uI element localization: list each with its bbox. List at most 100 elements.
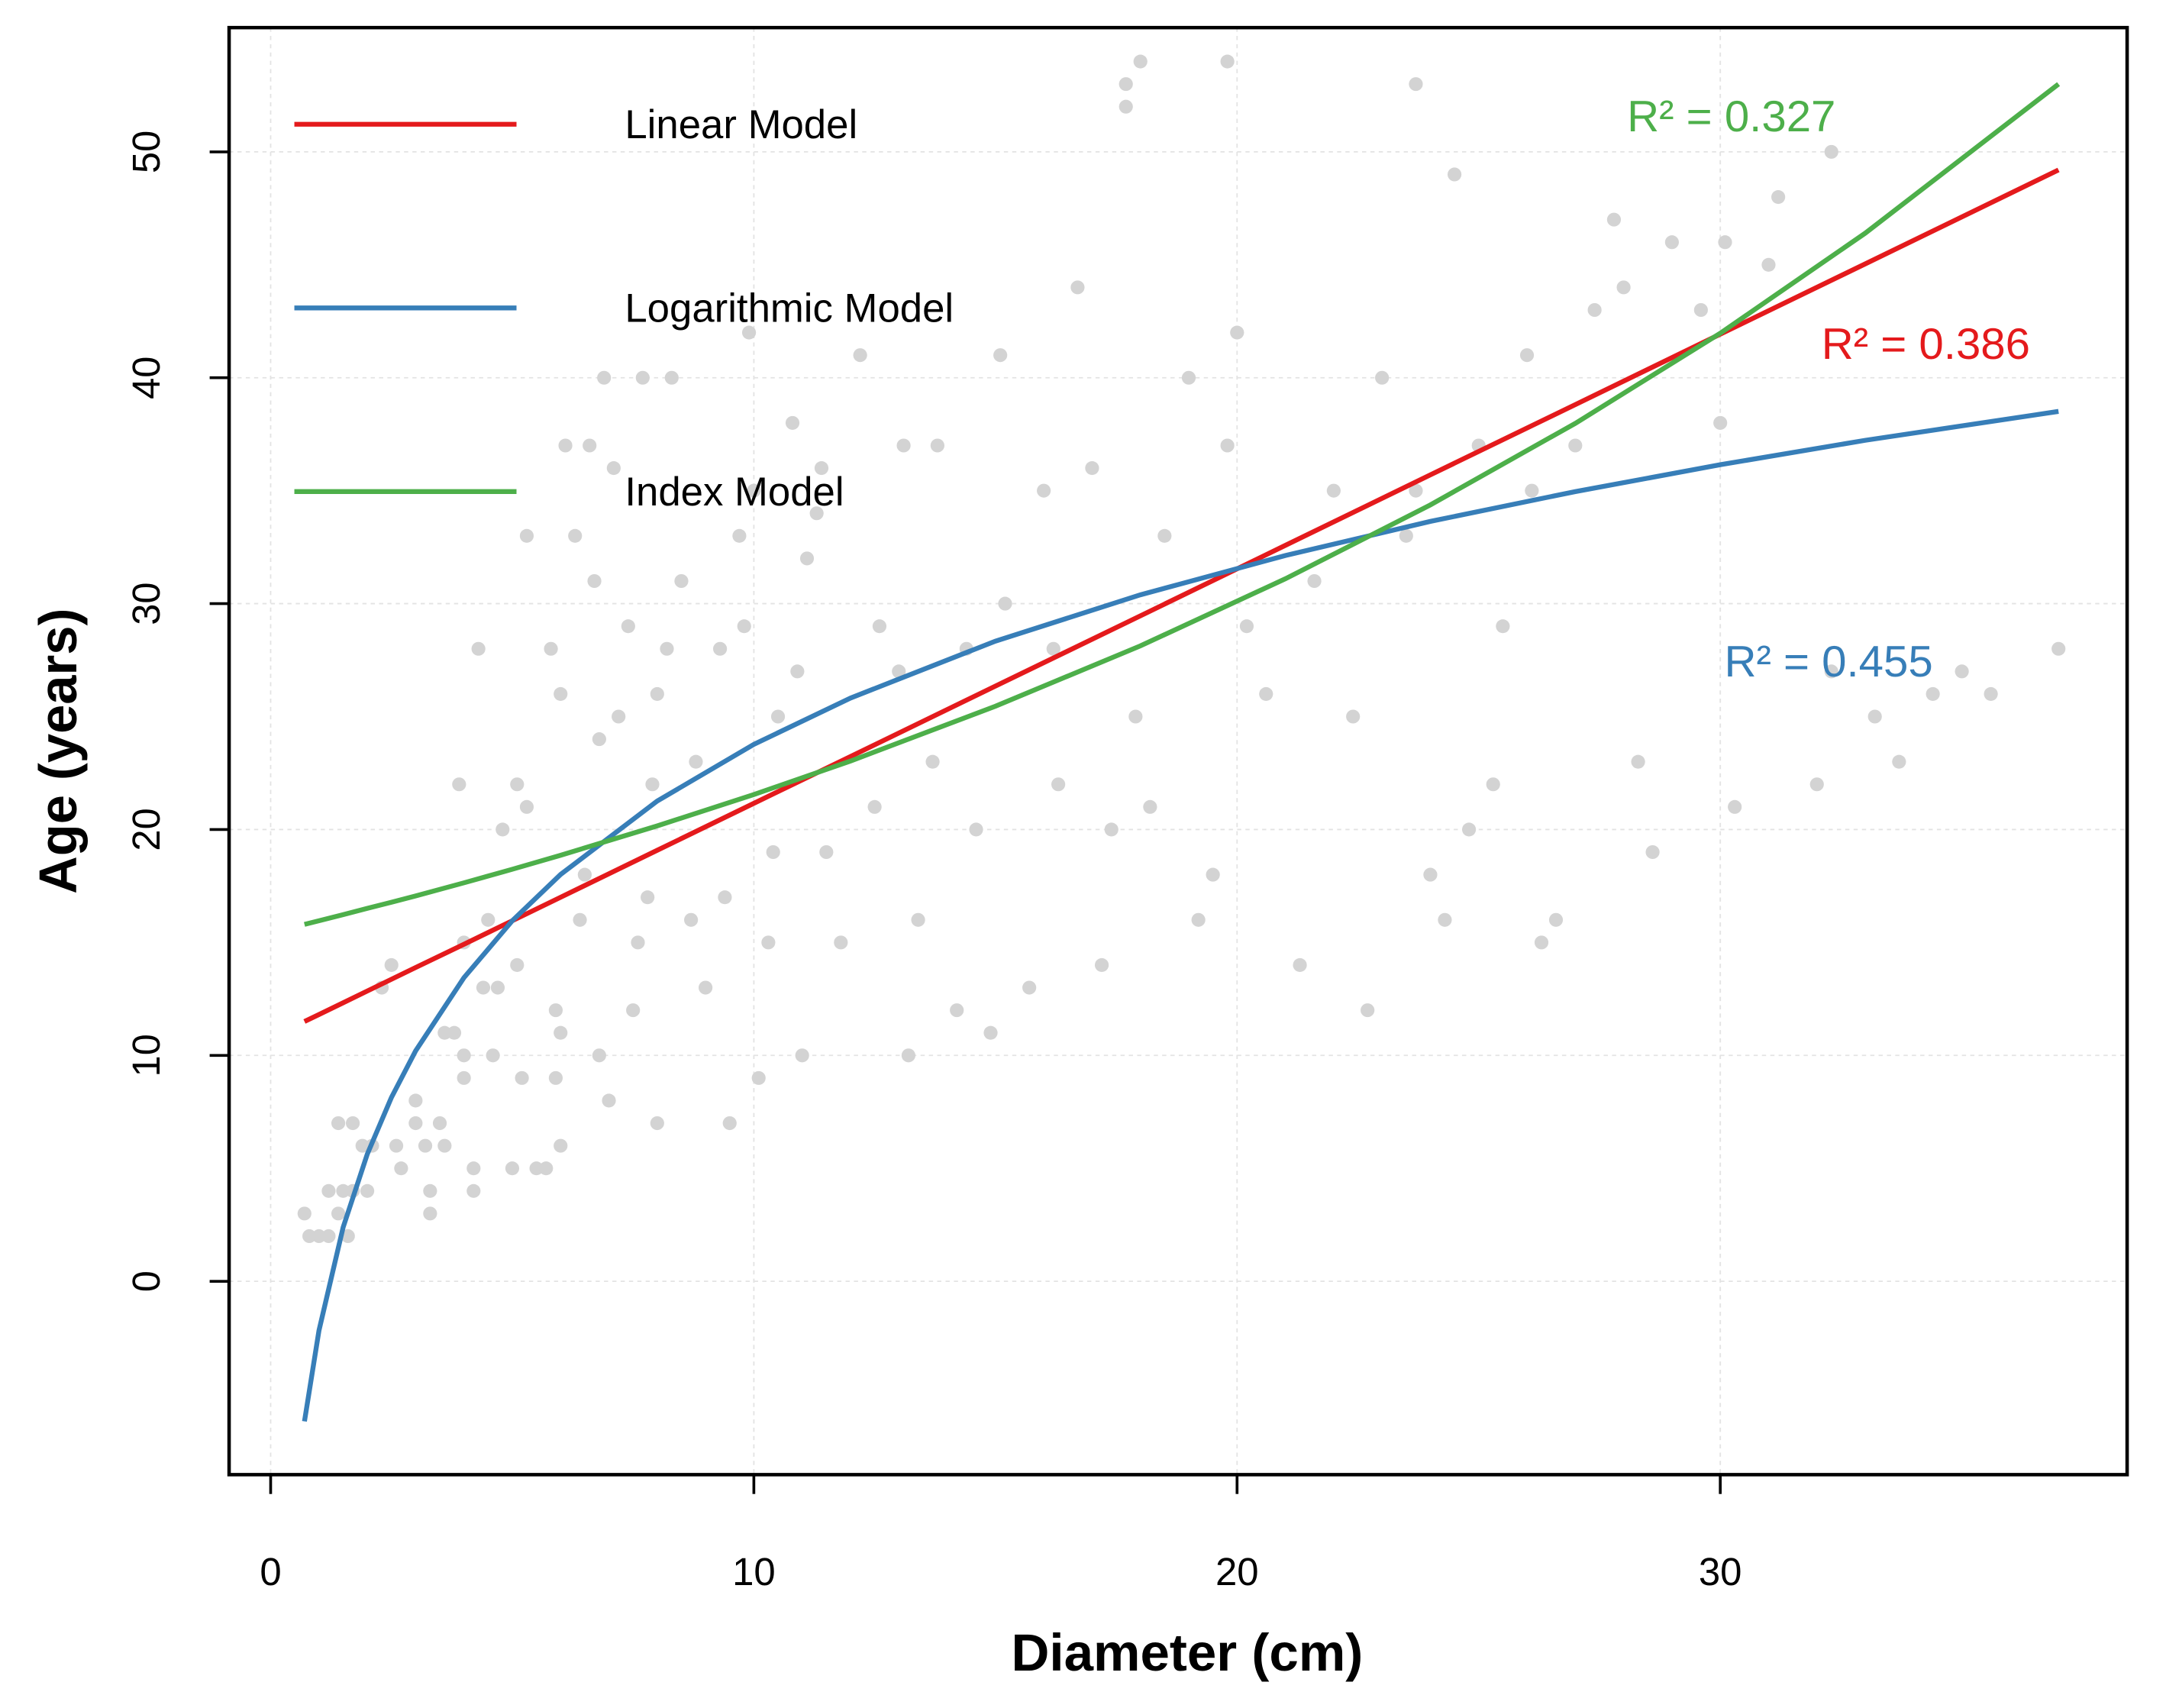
data-point: [408, 1093, 423, 1108]
data-point: [418, 1138, 433, 1153]
data-point: [1926, 686, 1940, 701]
data-point: [741, 325, 757, 340]
data-point: [1051, 777, 1066, 792]
data-point: [1191, 912, 1206, 927]
data-point: [626, 1003, 641, 1018]
x-tick-label: 0: [260, 1550, 281, 1593]
data-point: [631, 935, 645, 950]
data-point: [1423, 867, 1438, 882]
data-point: [331, 1116, 346, 1131]
data-point: [1824, 144, 1838, 159]
data-point: [2051, 641, 2066, 656]
y-tick-label: 50: [124, 131, 168, 173]
data-point: [699, 980, 713, 995]
data-point: [1548, 912, 1564, 927]
data-point: [1119, 99, 1133, 114]
data-point: [809, 506, 824, 521]
data-point: [321, 1229, 336, 1244]
x-tick-label: 10: [732, 1550, 776, 1593]
data-point: [674, 573, 689, 589]
data-point: [747, 483, 761, 498]
data-point: [1438, 912, 1452, 927]
data-point: [1239, 619, 1254, 634]
data-point: [297, 1206, 312, 1221]
data-point: [476, 980, 491, 995]
data-point: [1587, 302, 1602, 318]
data-point: [790, 664, 805, 679]
data-point: [466, 1183, 481, 1198]
data-point: [452, 777, 466, 792]
model-line: [302, 408, 2059, 1422]
data-point: [1346, 709, 1361, 724]
data-point: [737, 619, 751, 634]
data-point: [1955, 664, 1969, 679]
data-point: [490, 980, 505, 995]
data-point: [544, 641, 558, 656]
data-point: [312, 1229, 326, 1244]
data-point: [423, 1206, 437, 1221]
data-point: [457, 1070, 471, 1085]
data-point: [1867, 709, 1882, 724]
x-tick-label: 30: [1699, 1550, 1742, 1593]
data-point: [336, 1183, 350, 1198]
data-point: [1293, 957, 1307, 972]
data-point: [1220, 54, 1235, 69]
data-point: [925, 754, 940, 769]
data-point: [1094, 957, 1109, 972]
data-point: [471, 641, 486, 656]
data-point: [1664, 235, 1679, 250]
data-point: [834, 935, 848, 950]
data-point: [998, 596, 1012, 611]
model-line: [303, 167, 2060, 1024]
data-point: [573, 912, 587, 927]
data-point: [751, 1070, 766, 1085]
data-point: [993, 348, 1008, 363]
data-point: [1157, 528, 1172, 543]
data-point: [1519, 348, 1535, 363]
data-point: [641, 890, 655, 905]
data-point: [650, 686, 664, 701]
data-point: [1771, 190, 1786, 205]
data-point: [1892, 754, 1906, 769]
data-point: [529, 1161, 544, 1176]
data-point: [930, 438, 944, 453]
data-point: [505, 1161, 520, 1176]
data-point: [583, 438, 597, 453]
data-point: [872, 619, 887, 634]
data-point: [360, 1183, 375, 1198]
data-point: [1133, 54, 1148, 69]
data-point: [519, 799, 534, 814]
data-point: [1728, 799, 1742, 814]
data-point: [712, 641, 728, 656]
data-point: [1606, 212, 1622, 227]
data-point: [814, 461, 829, 476]
data-point: [1809, 777, 1824, 792]
data-point: [597, 370, 612, 385]
data-point: [684, 912, 699, 927]
data-point: [1022, 980, 1037, 995]
data-point: [389, 1138, 404, 1153]
data-point: [447, 1025, 462, 1040]
data-point: [558, 438, 573, 453]
data-point: [432, 1116, 447, 1131]
data-point: [1447, 167, 1462, 182]
r2-annotation: R² = 0.386: [1822, 319, 2030, 369]
data-point: [1486, 777, 1500, 792]
data-point: [795, 1048, 809, 1063]
data-point: [1399, 528, 1413, 543]
data-point: [1128, 709, 1143, 724]
data-point: [548, 1003, 563, 1018]
data-point: [770, 709, 786, 724]
data-point: [645, 777, 660, 792]
data-point: [1085, 461, 1099, 476]
data-point: [892, 664, 906, 679]
data-point: [1230, 325, 1244, 340]
data-point: [302, 1229, 317, 1244]
data-point: [602, 1093, 616, 1108]
data-point: [606, 461, 621, 476]
data-point: [331, 1206, 346, 1221]
r2-annotation: R² = 0.455: [1724, 637, 1932, 686]
data-point: [539, 1161, 554, 1176]
data-point: [1718, 235, 1732, 250]
